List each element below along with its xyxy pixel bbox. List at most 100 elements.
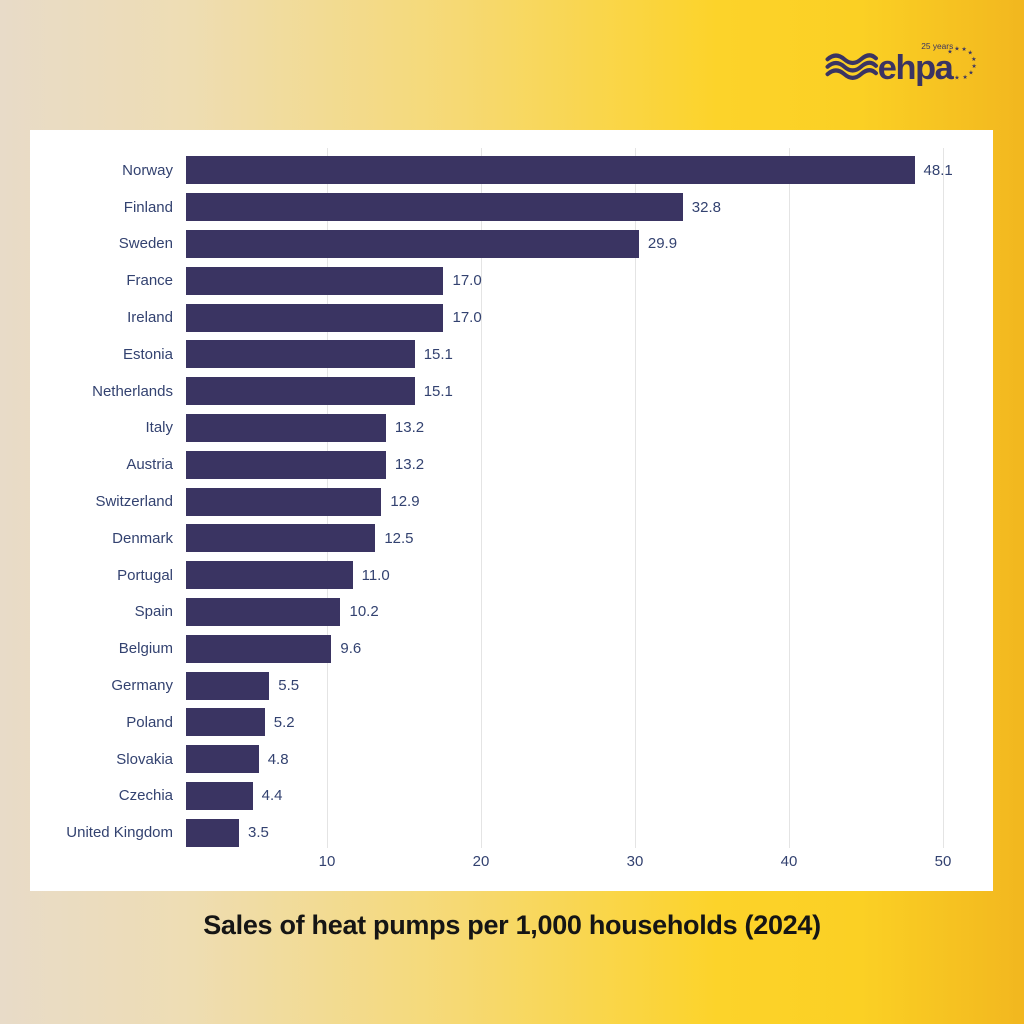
x-tick-label: 50 — [934, 853, 952, 870]
x-tick-label: 30 — [626, 853, 644, 870]
value-label: 17.0 — [452, 309, 482, 327]
svg-text:★: ★ — [954, 45, 960, 52]
bar-row: Sweden 29.9 — [48, 226, 963, 263]
bar — [186, 303, 444, 332]
bar-row: Belgium 9.6 — [48, 630, 963, 667]
ehpa-logo-graphic: ehpa 25 years ★ ★ ★ ★ ★ ★ ★ ★ ★ — [825, 41, 977, 87]
value-label: 29.9 — [647, 235, 678, 253]
value-label: 4.4 — [261, 787, 283, 805]
value-label: 10.2 — [349, 603, 379, 621]
svg-text:★: ★ — [954, 75, 960, 82]
category-label: United Kingdom — [66, 824, 173, 842]
gridline — [942, 148, 944, 848]
bar-row: Ireland 17.0 — [48, 299, 963, 336]
bar-row: Finland 32.8 — [48, 189, 963, 226]
bar-track: 4.4 — [186, 781, 963, 810]
chart-card: Norway 48.1 Finland 32.8 Sweden 29.9 France 17.… — [30, 130, 993, 891]
logo-period-dot-icon — [946, 73, 952, 79]
value-label: 13.2 — [394, 456, 425, 474]
svg-text:★: ★ — [961, 46, 967, 53]
chart-title: Sales of heat pumps per 1,000 households… — [203, 910, 821, 940]
bar-row: Netherlands 15.1 — [48, 373, 963, 410]
category-label: Spain — [134, 603, 173, 621]
category-label: Netherlands — [92, 382, 173, 400]
bar-track: 11.0 — [186, 561, 963, 590]
value-label: 5.5 — [278, 677, 300, 695]
bar-row: Spain 10.2 — [48, 594, 963, 631]
bar-track: 10.2 — [186, 597, 963, 626]
bar-row: Poland 5.2 — [48, 704, 963, 741]
bar — [186, 340, 415, 369]
svg-text:★: ★ — [968, 50, 974, 57]
x-tick-label: 10 — [318, 853, 336, 870]
category-label: Belgium — [118, 640, 173, 658]
value-label: 17.0 — [452, 272, 482, 290]
bar — [186, 561, 353, 590]
bar — [186, 708, 265, 737]
category-label: Czechia — [118, 787, 173, 805]
bar-row: Denmark 12.5 — [48, 520, 963, 557]
bar — [186, 524, 376, 553]
bar-row: Austria 13.2 — [48, 446, 963, 483]
bar-row: Slovakia 4.8 — [48, 741, 963, 778]
category-label: Finland — [123, 198, 173, 216]
bar-track: 9.6 — [186, 634, 963, 663]
value-label: 4.8 — [267, 750, 289, 768]
bar — [186, 781, 253, 810]
value-label: 3.5 — [248, 824, 269, 842]
ehpa-logo: ehpa 25 years ★ ★ ★ ★ ★ ★ ★ ★ ★ — [822, 33, 980, 93]
bar — [186, 671, 270, 700]
bar-track: 4.8 — [186, 745, 963, 774]
category-label: Estonia — [122, 345, 173, 363]
bar-track: 12.9 — [186, 487, 963, 516]
value-label: 32.8 — [691, 198, 721, 216]
category-label: Sweden — [118, 235, 173, 253]
bar — [186, 413, 386, 442]
bar-track: 15.1 — [186, 340, 963, 369]
gridline — [634, 148, 636, 848]
bar — [186, 745, 259, 774]
bar-row: Estonia 15.1 — [48, 336, 963, 373]
bar-track: 5.2 — [186, 708, 963, 737]
category-label: Ireland — [127, 309, 173, 327]
svg-text:★: ★ — [947, 49, 953, 56]
bar — [186, 156, 915, 185]
svg-text:★: ★ — [968, 70, 974, 77]
logo-anniversary-text: 25 years — [921, 41, 953, 51]
bar — [186, 634, 332, 663]
value-label: 12.9 — [390, 493, 420, 511]
bar — [186, 597, 341, 626]
value-label: 12.5 — [384, 529, 414, 547]
bar — [186, 377, 415, 406]
value-label: 48.1 — [923, 161, 953, 179]
bar-row: Norway 48.1 — [48, 152, 963, 189]
svg-text:★: ★ — [962, 74, 968, 81]
bar-track: 17.0 — [186, 303, 963, 332]
waves-icon — [825, 53, 878, 80]
bar-row: Czechia 4.4 — [48, 778, 963, 815]
bar-track: 5.5 — [186, 671, 963, 700]
category-label: Switzerland — [95, 493, 173, 511]
bar-row: Portugal 11.0 — [48, 557, 963, 594]
bar-row: Italy 13.2 — [48, 410, 963, 447]
bar-track: 15.1 — [186, 377, 963, 406]
bar — [186, 229, 639, 258]
value-label: 9.6 — [340, 640, 362, 658]
svg-text:★: ★ — [971, 63, 977, 70]
bar-row: Switzerland 12.9 — [48, 483, 963, 520]
gridline — [788, 148, 790, 848]
bar — [186, 450, 386, 479]
bar — [186, 193, 683, 222]
category-label: Norway — [122, 161, 173, 179]
bar-track: 48.1 — [186, 156, 963, 185]
value-label: 15.1 — [423, 382, 453, 400]
category-label: Austria — [126, 456, 173, 474]
bar-row: France 17.0 — [48, 262, 963, 299]
bar-track: 17.0 — [186, 266, 963, 295]
bar-track: 13.2 — [186, 450, 963, 479]
gridline — [480, 148, 482, 848]
value-label: 15.1 — [423, 345, 453, 363]
chart-rows: Norway 48.1 Finland 32.8 Sweden 29.9 France 17.… — [48, 152, 963, 851]
svg-text:★: ★ — [971, 56, 977, 63]
x-tick-label: 40 — [780, 853, 798, 870]
